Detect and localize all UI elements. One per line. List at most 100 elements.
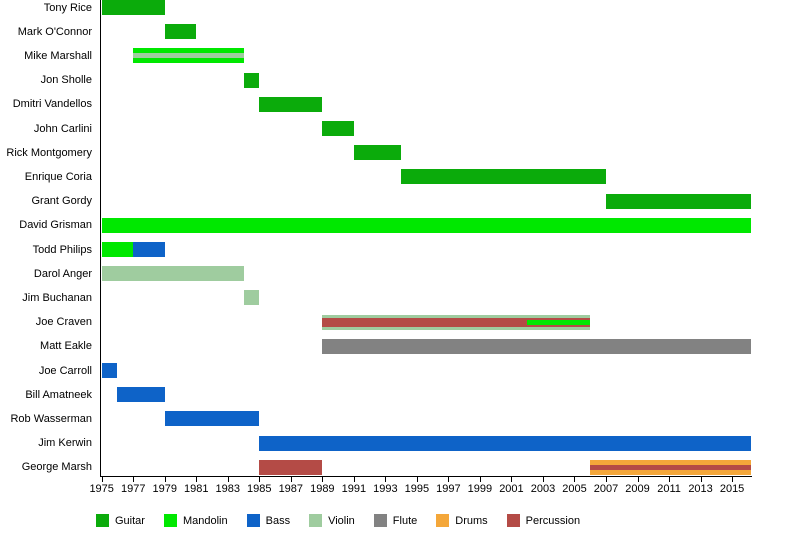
member-label: Darol Anger <box>33 267 92 280</box>
x-tick <box>353 477 355 482</box>
member-label: Matt Eakle <box>40 340 92 353</box>
x-tick <box>511 477 513 482</box>
x-tick <box>416 477 418 482</box>
x-tick <box>606 477 607 482</box>
x-tick-label: 1977 <box>120 483 146 495</box>
legend-label: Bass <box>265 514 291 527</box>
x-tick-label: 1991 <box>341 483 367 495</box>
legend-swatch-drums-icon <box>436 514 450 527</box>
legend-swatch-bass-icon <box>246 514 260 527</box>
member-label: John Carlini <box>33 122 92 135</box>
x-tick <box>700 477 702 482</box>
timeline-bar-bass <box>101 363 118 378</box>
member-label: Joe Craven <box>35 316 92 329</box>
member-label: Joe Carroll <box>38 364 92 377</box>
member-label: Rob Wasserman <box>10 412 92 425</box>
x-tick-label: 1981 <box>184 483 209 495</box>
x-tick <box>732 477 734 482</box>
x-tick-label: 2007 <box>593 483 619 495</box>
member-label: Bill Amatneek <box>25 388 92 401</box>
legend-item: Drums <box>436 514 488 527</box>
legend-item: Bass <box>246 514 291 527</box>
x-tick-label: 1975 <box>89 483 114 495</box>
timeline-bar-flute <box>322 338 751 354</box>
timeline-bar-guitar <box>101 0 165 15</box>
x-tick-label: 2003 <box>530 483 556 495</box>
x-tick <box>290 477 292 482</box>
legend-label: Mandolin <box>182 514 228 527</box>
timeline-bar-guitar <box>259 96 323 112</box>
member-label: David Grisman <box>19 219 92 232</box>
x-tick-label: 1999 <box>467 483 493 495</box>
x-tick <box>542 477 544 482</box>
timeline-bar-violin <box>101 266 244 282</box>
x-tick-label: 2011 <box>657 483 681 495</box>
legend-swatch-flute-icon <box>373 514 387 527</box>
timeline-bar-guitar <box>606 193 751 209</box>
member-label: Jon Sholle <box>40 74 92 87</box>
x-tick <box>448 477 450 482</box>
legend-label: Drums <box>455 514 488 527</box>
x-tick-label: 1983 <box>215 483 240 495</box>
x-tick <box>164 477 166 482</box>
member-label: Todd Philips <box>32 243 92 256</box>
x-tick <box>479 477 481 482</box>
legend-label: Flute <box>392 514 418 527</box>
timeline-bar-guitar <box>401 169 606 185</box>
x-tick-label: 1997 <box>436 483 461 495</box>
x-tick <box>133 477 135 482</box>
timeline-bar-percussion <box>322 317 591 327</box>
x-tick-label: 2015 <box>719 483 745 495</box>
legend-item: Flute <box>373 514 418 527</box>
timeline-bar-percussion <box>590 464 751 470</box>
timeline-bar-guitar <box>164 24 197 40</box>
x-tick <box>637 477 639 482</box>
x-tick <box>227 477 229 482</box>
timeline-bar-bass <box>133 242 165 257</box>
timeline-bar-percussion <box>259 459 323 475</box>
member-label: Dmitri Vandellos <box>12 98 92 111</box>
member-label: Enrique Coria <box>24 170 92 183</box>
timeline-bar-bass <box>259 435 751 451</box>
x-tick <box>101 477 103 482</box>
legend-swatch-guitar-icon <box>96 514 109 527</box>
timeline-bar-bass <box>164 411 260 427</box>
timeline-bar-guitar <box>353 145 402 161</box>
legend-swatch-violin-icon <box>309 514 323 527</box>
timeline-bar-guitar <box>243 72 260 88</box>
timeline-bar-mandolin <box>527 319 591 325</box>
member-label: Mark O'Connor <box>17 25 92 38</box>
timeline-bar-mandolin <box>101 217 751 233</box>
timeline-bar-guitar <box>322 121 354 136</box>
member-label: Jim Buchanan <box>22 291 92 304</box>
legend-swatch-percussion-icon <box>506 514 520 527</box>
x-tick-label: 2005 <box>562 483 587 495</box>
legend-label: Guitar <box>115 514 145 527</box>
x-tick-label: 2001 <box>499 483 524 495</box>
legend-label: Violin <box>328 514 355 527</box>
x-tick-label: 1989 <box>310 483 335 495</box>
legend-item: Percussion <box>506 514 581 527</box>
member-label: Grant Gordy <box>31 195 92 208</box>
y-axis <box>100 0 101 476</box>
member-label: George Marsh <box>21 461 92 474</box>
legend-label: Percussion <box>525 514 581 527</box>
timeline-bar-mandolin <box>101 242 134 257</box>
timeline-bar-violin <box>133 53 244 59</box>
member-label: Jim Kerwin <box>38 437 92 450</box>
x-tick <box>322 477 324 482</box>
x-axis <box>100 476 752 477</box>
legend-item: Mandolin <box>163 514 228 527</box>
x-tick <box>385 477 387 482</box>
x-tick-label: 2009 <box>625 483 650 495</box>
legend-item: Violin <box>309 514 355 527</box>
x-tick <box>669 477 671 482</box>
legend-item: Guitar <box>96 514 145 527</box>
member-label: Tony Rice <box>43 1 92 14</box>
legend: Guitar Mandolin Bass Violin Flute Drums Percus… <box>96 514 580 527</box>
x-tick-label: 1995 <box>404 483 430 495</box>
timeline-bar-violin <box>243 290 260 306</box>
x-tick <box>574 477 576 482</box>
x-tick <box>259 477 261 482</box>
